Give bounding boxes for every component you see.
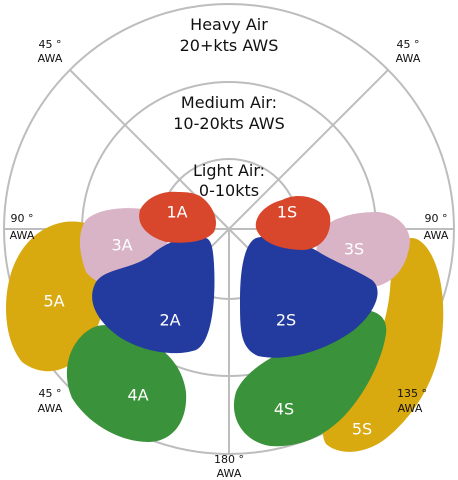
zone-5A (6, 221, 108, 372)
angle-b180-line2: AWA (217, 467, 242, 480)
angle-bl45-line2: AWA (38, 402, 63, 415)
medium-air-label-line2: 10-20kts AWS (173, 114, 285, 133)
angle-br135-line2: AWA (398, 402, 423, 415)
heavy-air-label-line1: Heavy Air (190, 15, 268, 34)
zone-1S (255, 196, 331, 250)
angle-r90-line1: 90 ° (425, 212, 448, 225)
medium-air-label-line1: Medium Air: (181, 93, 277, 112)
angle-r90-line2: AWA (424, 229, 449, 242)
angle-b180-line1: 180 ° (214, 453, 244, 466)
angle-l90-line2: AWA (10, 229, 35, 242)
sail-label-3A: 3A (111, 236, 132, 255)
sail-label-4S: 4S (274, 400, 294, 419)
angle-l90-line1: 90 ° (11, 212, 34, 225)
angle-tr45-line1: 45 ° (397, 38, 420, 51)
heavy-air-label-line2: 20+kts AWS (180, 36, 279, 55)
spoke-45-starboard (228, 69, 389, 230)
light-air-label-line1: Light Air: (193, 161, 265, 180)
sail-label-2A: 2A (159, 311, 180, 330)
sail-label-1S: 1S (277, 203, 297, 222)
sail-label-1A: 1A (166, 203, 187, 222)
angle-tl45-line1: 45 ° (39, 38, 62, 51)
zone-4S (233, 310, 387, 447)
zone-1A (139, 191, 217, 243)
angle-br135-line1: 135 ° (397, 387, 427, 400)
angle-tl45-line2: AWA (38, 52, 63, 65)
sail-label-5A: 5A (43, 292, 64, 311)
light-air-label-line2: 0-10kts (199, 181, 259, 200)
angle-bl45-line1: 45 ° (39, 387, 62, 400)
sail-label-3S: 3S (344, 240, 364, 259)
zone-2A (92, 236, 215, 354)
zone-2S (240, 236, 378, 358)
sail-label-2S: 2S (276, 311, 296, 330)
sail-label-4A: 4A (127, 386, 148, 405)
sail-label-5S: 5S (352, 420, 372, 439)
zone-4A (66, 325, 187, 442)
angle-tr45-line2: AWA (396, 52, 421, 65)
